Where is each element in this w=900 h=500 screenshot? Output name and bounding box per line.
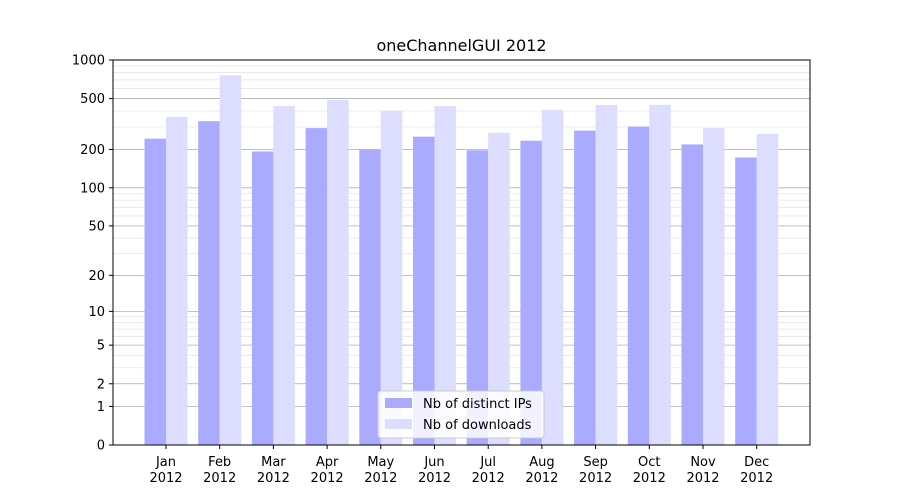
legend-swatch-downloads xyxy=(385,419,412,429)
y-tick-label: 20 xyxy=(88,269,105,284)
bar-downloads xyxy=(541,109,564,446)
bar-distinct-ips xyxy=(413,136,435,445)
plot-frame xyxy=(112,59,811,446)
bar-distinct-ips xyxy=(251,151,274,445)
x-tick-label-month: Jan xyxy=(155,455,176,470)
legend-label-downloads: Nb of downloads xyxy=(423,418,532,433)
x-tick-label-month: Jul xyxy=(479,455,496,470)
bar-distinct-ips xyxy=(735,157,757,445)
x-tick-label-month: Apr xyxy=(316,455,339,470)
y-tick-label: 0 xyxy=(97,439,105,454)
bar-downloads xyxy=(327,100,349,445)
x-tick-label-year: 2012 xyxy=(311,471,344,486)
bar-downloads xyxy=(703,128,725,445)
bar-downloads xyxy=(380,110,403,445)
y-tick-label: 1000 xyxy=(72,54,105,69)
x-tick-label-month: May xyxy=(367,455,394,470)
x-tick-label-year: 2012 xyxy=(579,471,612,486)
legend-swatch-ips xyxy=(385,398,412,408)
bar-downloads xyxy=(219,75,242,446)
bar-distinct-ips xyxy=(144,138,166,445)
x-tick-label-year: 2012 xyxy=(633,471,666,486)
x-tick-label-year: 2012 xyxy=(472,471,505,486)
x-tick-label-month: Feb xyxy=(208,455,231,470)
bar-downloads xyxy=(595,104,618,446)
y-tick-label: 1 xyxy=(97,400,105,415)
x-tick-label-year: 2012 xyxy=(686,471,719,486)
bar-distinct-ips xyxy=(466,150,489,445)
x-tick-label-year: 2012 xyxy=(364,471,397,486)
bar-distinct-ips xyxy=(681,144,703,445)
y-tick-label: 500 xyxy=(80,92,105,107)
legend: Nb of distinct IPs Nb of downloads xyxy=(377,390,545,439)
y-tick-label: 200 xyxy=(80,143,105,158)
x-tick-label-month: Jun xyxy=(423,455,444,470)
x-tick-label-month: Mar xyxy=(261,455,286,470)
x-axis: Jan2012Feb2012Mar2012Apr2012May2012Jun20… xyxy=(149,445,773,486)
legend-box xyxy=(377,390,545,439)
x-tick-label-year: 2012 xyxy=(740,471,773,486)
y-tick-label: 50 xyxy=(88,219,105,234)
bar-distinct-ips xyxy=(574,130,596,445)
bar-downloads xyxy=(488,132,510,445)
bar-distinct-ips xyxy=(305,128,328,445)
y-axis: 0 1 2 5 10 20 50 100 200 500 1000 xyxy=(72,54,113,454)
bar-distinct-ips xyxy=(627,126,650,445)
bar-distinct-ips xyxy=(359,149,381,445)
x-tick-label-month: Nov xyxy=(690,455,716,470)
bar-downloads xyxy=(166,116,188,446)
x-tick-label-month: Aug xyxy=(529,455,554,470)
x-tick-label-month: Dec xyxy=(744,455,769,470)
bar-distinct-ips xyxy=(198,121,220,445)
chart-title: oneChannelGUI 2012 xyxy=(376,36,546,55)
x-tick-label-year: 2012 xyxy=(203,471,236,486)
x-tick-label-year: 2012 xyxy=(257,471,290,486)
x-tick-label-year: 2012 xyxy=(525,471,558,486)
y-tick-label: 2 xyxy=(97,377,105,392)
bar-downloads xyxy=(273,106,295,445)
x-tick-label-month: Oct xyxy=(638,455,660,470)
x-tick-label-year: 2012 xyxy=(418,471,451,486)
x-tick-label-month: Sep xyxy=(583,455,608,470)
x-tick-label-year: 2012 xyxy=(149,471,182,486)
bars xyxy=(144,75,779,446)
bar-downloads xyxy=(434,106,456,445)
y-tick-label: 5 xyxy=(97,339,105,354)
bar-distinct-ips xyxy=(520,140,542,446)
bar-downloads xyxy=(756,133,779,446)
bar-downloads xyxy=(649,104,671,446)
y-tick-label: 10 xyxy=(88,305,105,320)
y-tick-label: 100 xyxy=(80,181,105,196)
legend-label-ips: Nb of distinct IPs xyxy=(423,397,532,412)
